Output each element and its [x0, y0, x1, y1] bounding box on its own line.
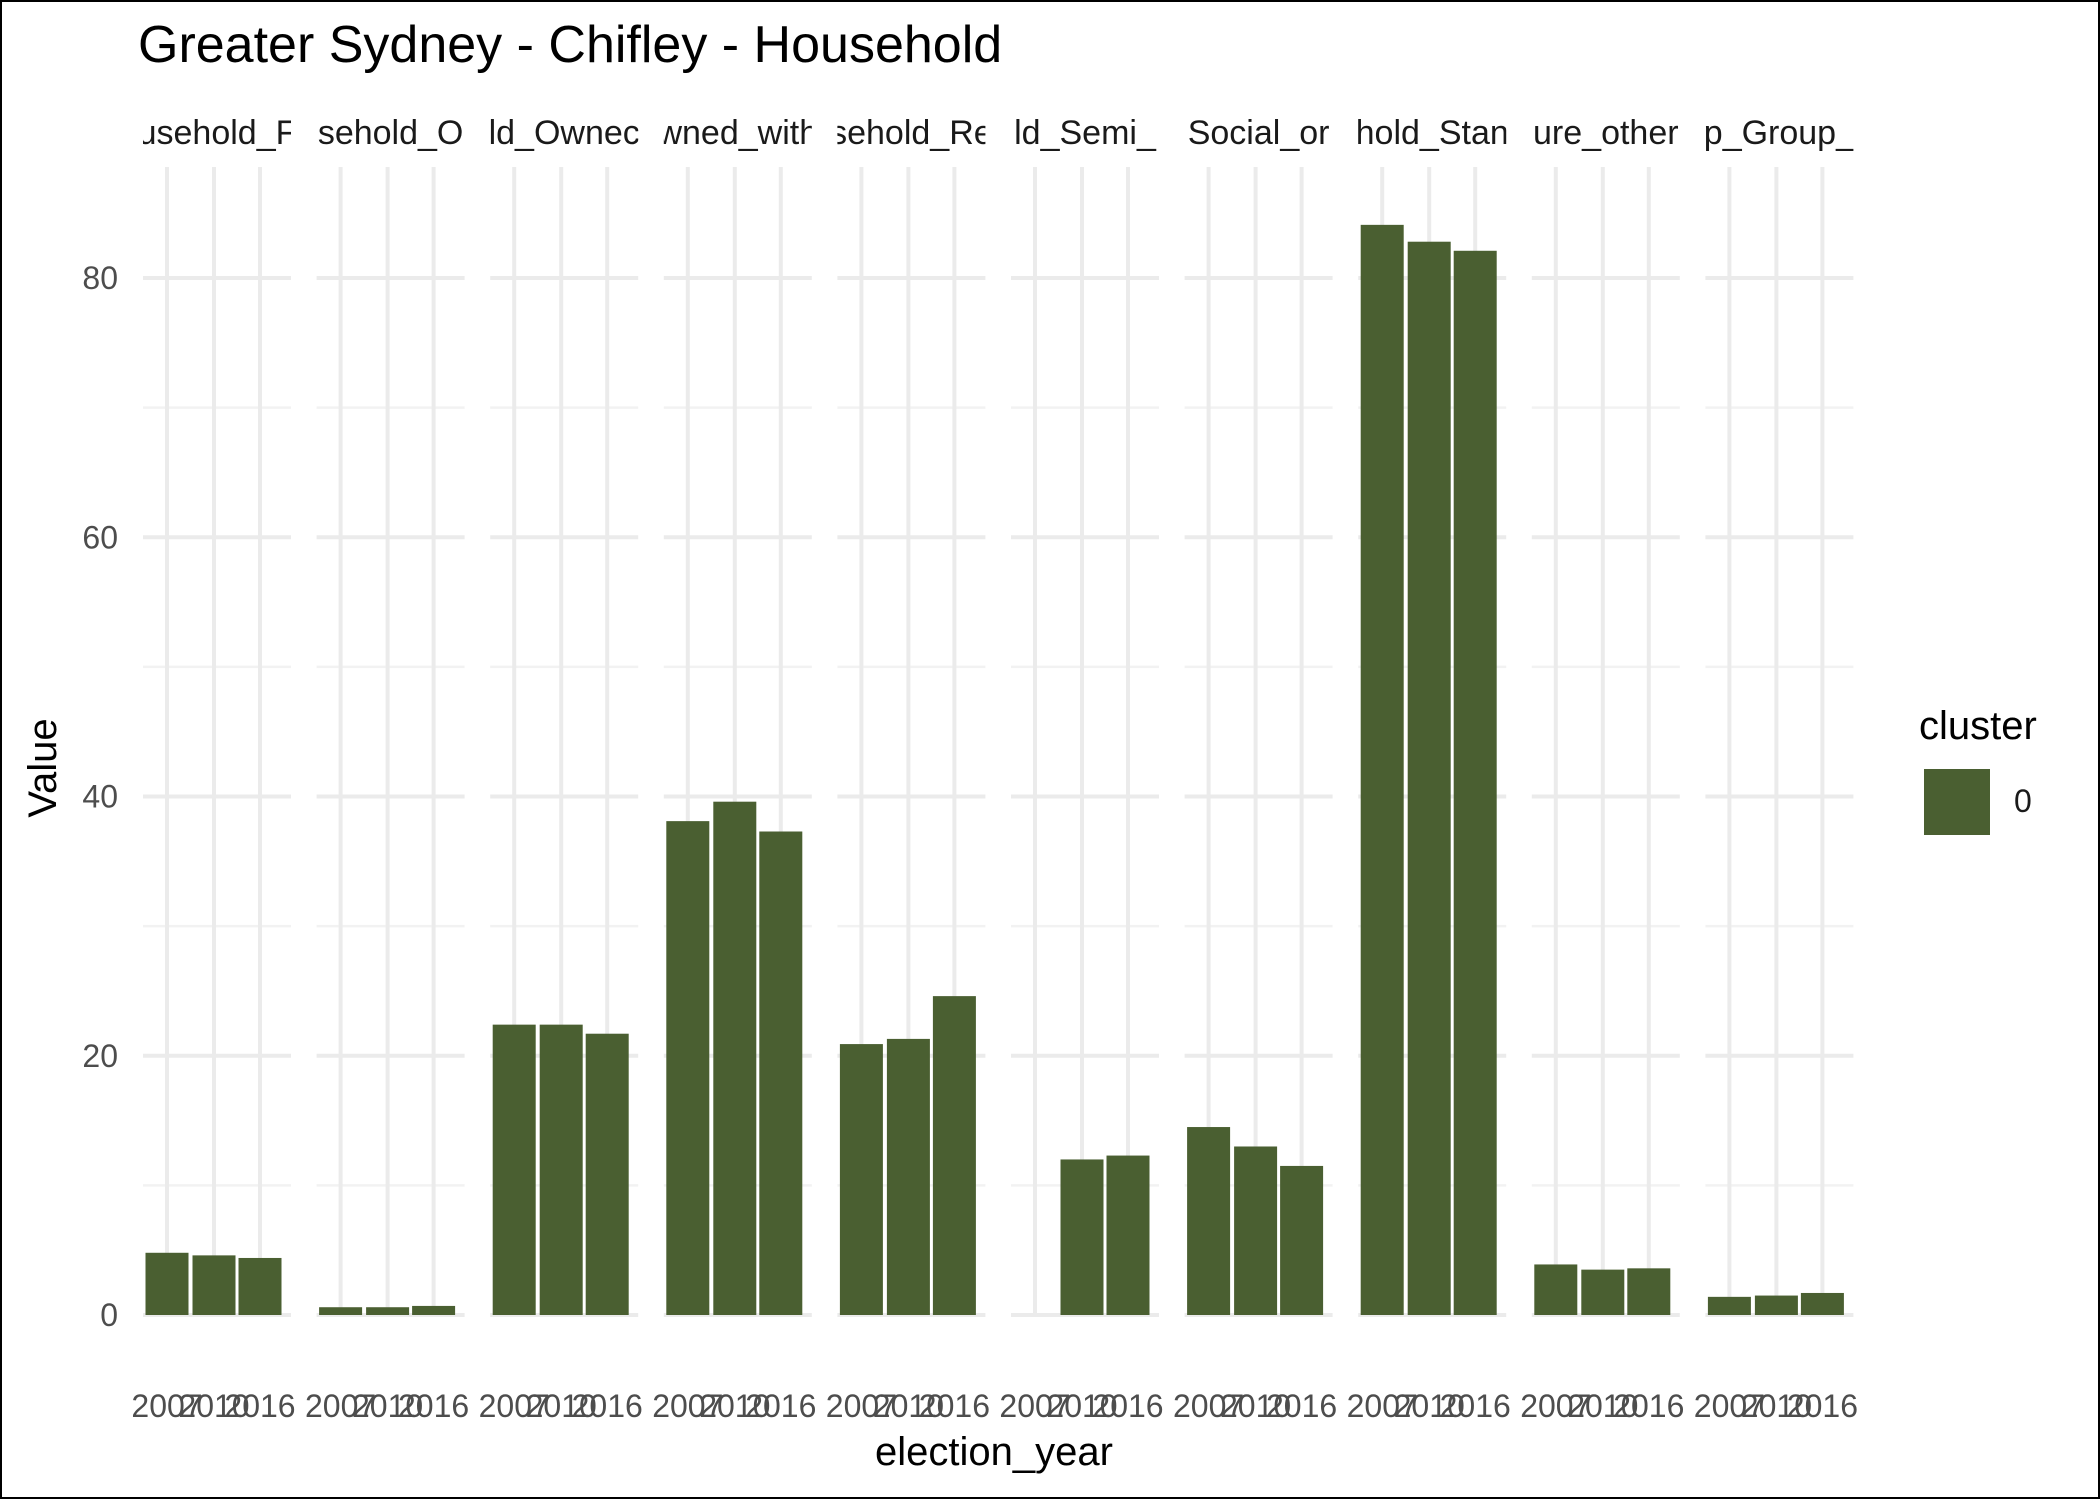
x-tick-label: 2016 [1613, 1388, 1684, 1424]
x-tick-label: 2010 [873, 1388, 944, 1424]
bar [1581, 1269, 1625, 1315]
bar [539, 1024, 583, 1315]
bar [366, 1307, 410, 1315]
x-tick-label: 2016 [919, 1388, 990, 1424]
bar [319, 1307, 363, 1315]
x-tick-label: 2007 [305, 1388, 376, 1424]
bar [585, 1033, 629, 1315]
y-axis-title: Value [21, 718, 65, 817]
facet-strip-label: sehold_O [318, 114, 464, 152]
chart-title: Greater Sydney - Chifley - Household [138, 16, 1002, 74]
facet-strip-label: ld_Semi_ [1014, 114, 1157, 152]
legend-label-0: 0 [2014, 783, 2032, 819]
x-tick-label: 2016 [224, 1388, 295, 1424]
bar [1800, 1292, 1844, 1315]
facet-strip-label: p_Group_ [1704, 114, 1856, 152]
facet-strip-label: ure_other [1533, 114, 1679, 152]
facet-strip-label: hold_Stan [1356, 114, 1509, 152]
x-tick-label: 2007 [1694, 1388, 1765, 1424]
x-tick-label: 2016 [1787, 1388, 1858, 1424]
bar [1534, 1264, 1578, 1315]
x-tick-label: 2016 [1440, 1388, 1511, 1424]
facet-strip-label: ld_Ownec [489, 114, 640, 152]
x-tick-label: 2010 [1046, 1388, 1117, 1424]
bar [1360, 224, 1404, 1315]
x-tick-label: 2010 [1741, 1388, 1812, 1424]
bars [145, 224, 1844, 1316]
legend-title: cluster [1919, 704, 2037, 748]
facet-strips: usehold_F sehold_O ld_Ownec wned_with sehold… [138, 114, 1856, 152]
bar [666, 821, 710, 1315]
bar [759, 831, 803, 1315]
legend-key-0 [1924, 769, 1990, 835]
x-tick-label: 2016 [572, 1388, 643, 1424]
facet-strip-label: Social_or [1188, 114, 1330, 152]
y-axis-ticks: 0 20 40 60 80 [82, 260, 118, 1333]
x-tick-label: 2010 [178, 1388, 249, 1424]
bar [412, 1305, 456, 1315]
bar [1280, 1165, 1324, 1315]
x-tick-label: 2007 [999, 1388, 1070, 1424]
x-tick-label: 2016 [1092, 1388, 1163, 1424]
x-tick-label: 2007 [131, 1388, 202, 1424]
bar [1707, 1296, 1751, 1315]
bar [238, 1257, 282, 1315]
facet-strip-label: wned_with [656, 114, 818, 152]
x-tick-label: 2016 [398, 1388, 469, 1424]
bar [145, 1252, 189, 1315]
x-tick-label: 2016 [1266, 1388, 1337, 1424]
bar [1106, 1155, 1150, 1315]
x-tick-label: 2010 [526, 1388, 597, 1424]
facet-strip-label: usehold_F [138, 114, 297, 152]
bar [1187, 1127, 1231, 1315]
bar [1060, 1159, 1104, 1315]
y-tick-label: 20 [82, 1038, 118, 1074]
legend: cluster 0 [1919, 704, 2037, 835]
y-tick-label: 80 [82, 260, 118, 296]
x-tick-label: 2007 [652, 1388, 723, 1424]
bar [1627, 1268, 1671, 1315]
bar [839, 1044, 883, 1315]
bar [492, 1024, 536, 1315]
grid-lines [143, 167, 1854, 1317]
x-tick-label: 2010 [352, 1388, 423, 1424]
bar [713, 801, 757, 1315]
x-axis-title: election_year [875, 1430, 1113, 1474]
y-tick-label: 0 [100, 1297, 118, 1333]
bar [1754, 1295, 1798, 1315]
bar [192, 1255, 236, 1315]
x-tick-label: 2007 [1520, 1388, 1591, 1424]
x-tick-label: 2007 [1347, 1388, 1418, 1424]
x-tick-label: 2007 [1173, 1388, 1244, 1424]
bar [932, 996, 976, 1315]
y-tick-label: 60 [82, 519, 118, 555]
x-tick-label: 2010 [1567, 1388, 1638, 1424]
bar [886, 1038, 930, 1315]
x-tick-label: 2010 [1220, 1388, 1291, 1424]
bar [1453, 250, 1497, 1315]
x-tick-label: 2007 [826, 1388, 897, 1424]
x-tick-label: 2007 [479, 1388, 550, 1424]
bar [1234, 1146, 1278, 1315]
x-tick-label: 2010 [1394, 1388, 1465, 1424]
facet-strip-label: sehold_Re [830, 114, 993, 152]
x-tick-label: 2010 [699, 1388, 770, 1424]
bar [1407, 241, 1451, 1316]
y-tick-label: 40 [82, 779, 118, 815]
x-tick-label: 2016 [745, 1388, 816, 1424]
